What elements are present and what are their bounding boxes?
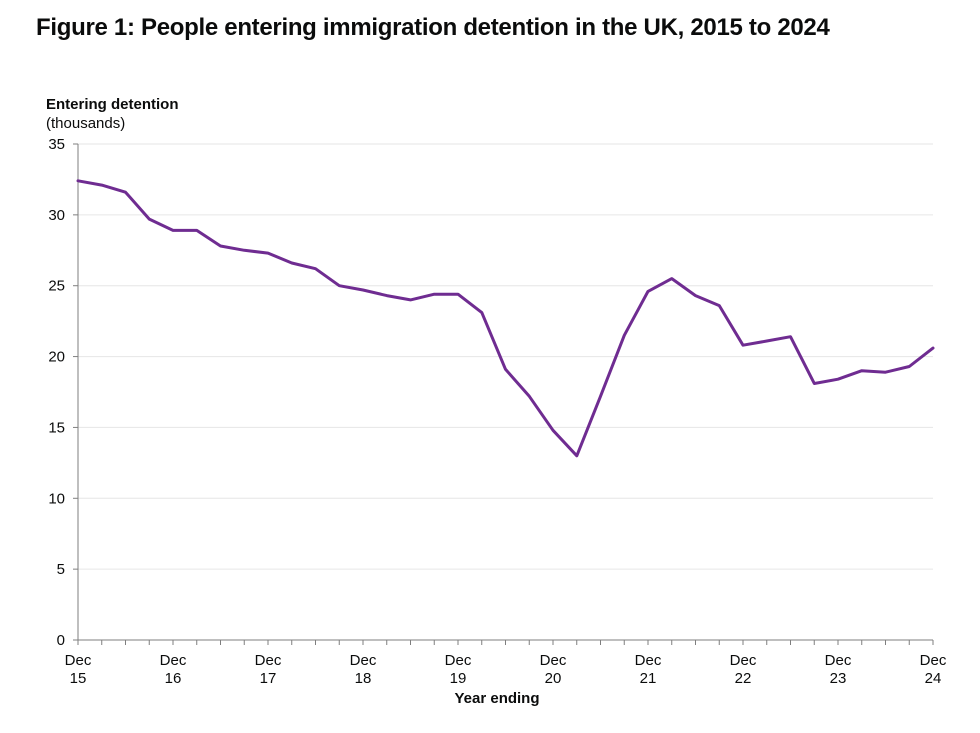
y-axis-label: Entering detention bbox=[46, 96, 179, 113]
chart-title: Figure 1: People entering immigration de… bbox=[36, 14, 830, 41]
x-tick-label-year: 18 bbox=[355, 670, 372, 687]
x-tick-label-year: 17 bbox=[260, 670, 277, 687]
y-tick-label: 0 bbox=[57, 632, 65, 649]
y-tick-label: 5 bbox=[57, 561, 65, 578]
x-tick-label-month: Dec bbox=[350, 652, 377, 669]
x-tick-label-year: 22 bbox=[735, 670, 752, 687]
x-tick-label-year: 21 bbox=[640, 670, 657, 687]
y-tick-label: 25 bbox=[48, 278, 65, 295]
x-tick-label-month: Dec bbox=[255, 652, 282, 669]
x-tick-label-month: Dec bbox=[730, 652, 757, 669]
x-tick-label-year: 16 bbox=[165, 670, 182, 687]
x-tick-label-month: Dec bbox=[65, 652, 92, 669]
x-axis-ticks: Dec15Dec16Dec17Dec18Dec19Dec20Dec21Dec22… bbox=[65, 640, 947, 687]
x-tick-label-year: 24 bbox=[925, 670, 942, 687]
y-axis-ticks: 0 5 10 15 20 25 30 35 bbox=[48, 136, 78, 649]
x-tick-label-year: 23 bbox=[830, 670, 847, 687]
y-axis-unit-label: (thousands) bbox=[46, 115, 125, 132]
gridlines bbox=[78, 143, 933, 570]
x-tick-label-year: 20 bbox=[545, 670, 562, 687]
x-tick-label-month: Dec bbox=[825, 652, 852, 669]
x-tick-label-month: Dec bbox=[635, 652, 662, 669]
x-tick-label-year: 15 bbox=[70, 670, 87, 687]
series-line bbox=[76, 179, 935, 458]
x-tick-label-month: Dec bbox=[920, 652, 947, 669]
x-axis-label: Year ending bbox=[454, 690, 539, 707]
x-tick-label-month: Dec bbox=[160, 652, 187, 669]
y-tick-label: 10 bbox=[48, 490, 65, 507]
x-tick-label-year: 19 bbox=[450, 670, 467, 687]
y-tick-label: 35 bbox=[48, 136, 65, 153]
x-tick-label-month: Dec bbox=[540, 652, 567, 669]
y-tick-label: 20 bbox=[48, 349, 65, 366]
y-tick-label: 15 bbox=[48, 419, 65, 436]
y-tick-label: 30 bbox=[48, 207, 65, 224]
series-layer bbox=[76, 179, 935, 458]
x-tick-label-month: Dec bbox=[445, 652, 472, 669]
